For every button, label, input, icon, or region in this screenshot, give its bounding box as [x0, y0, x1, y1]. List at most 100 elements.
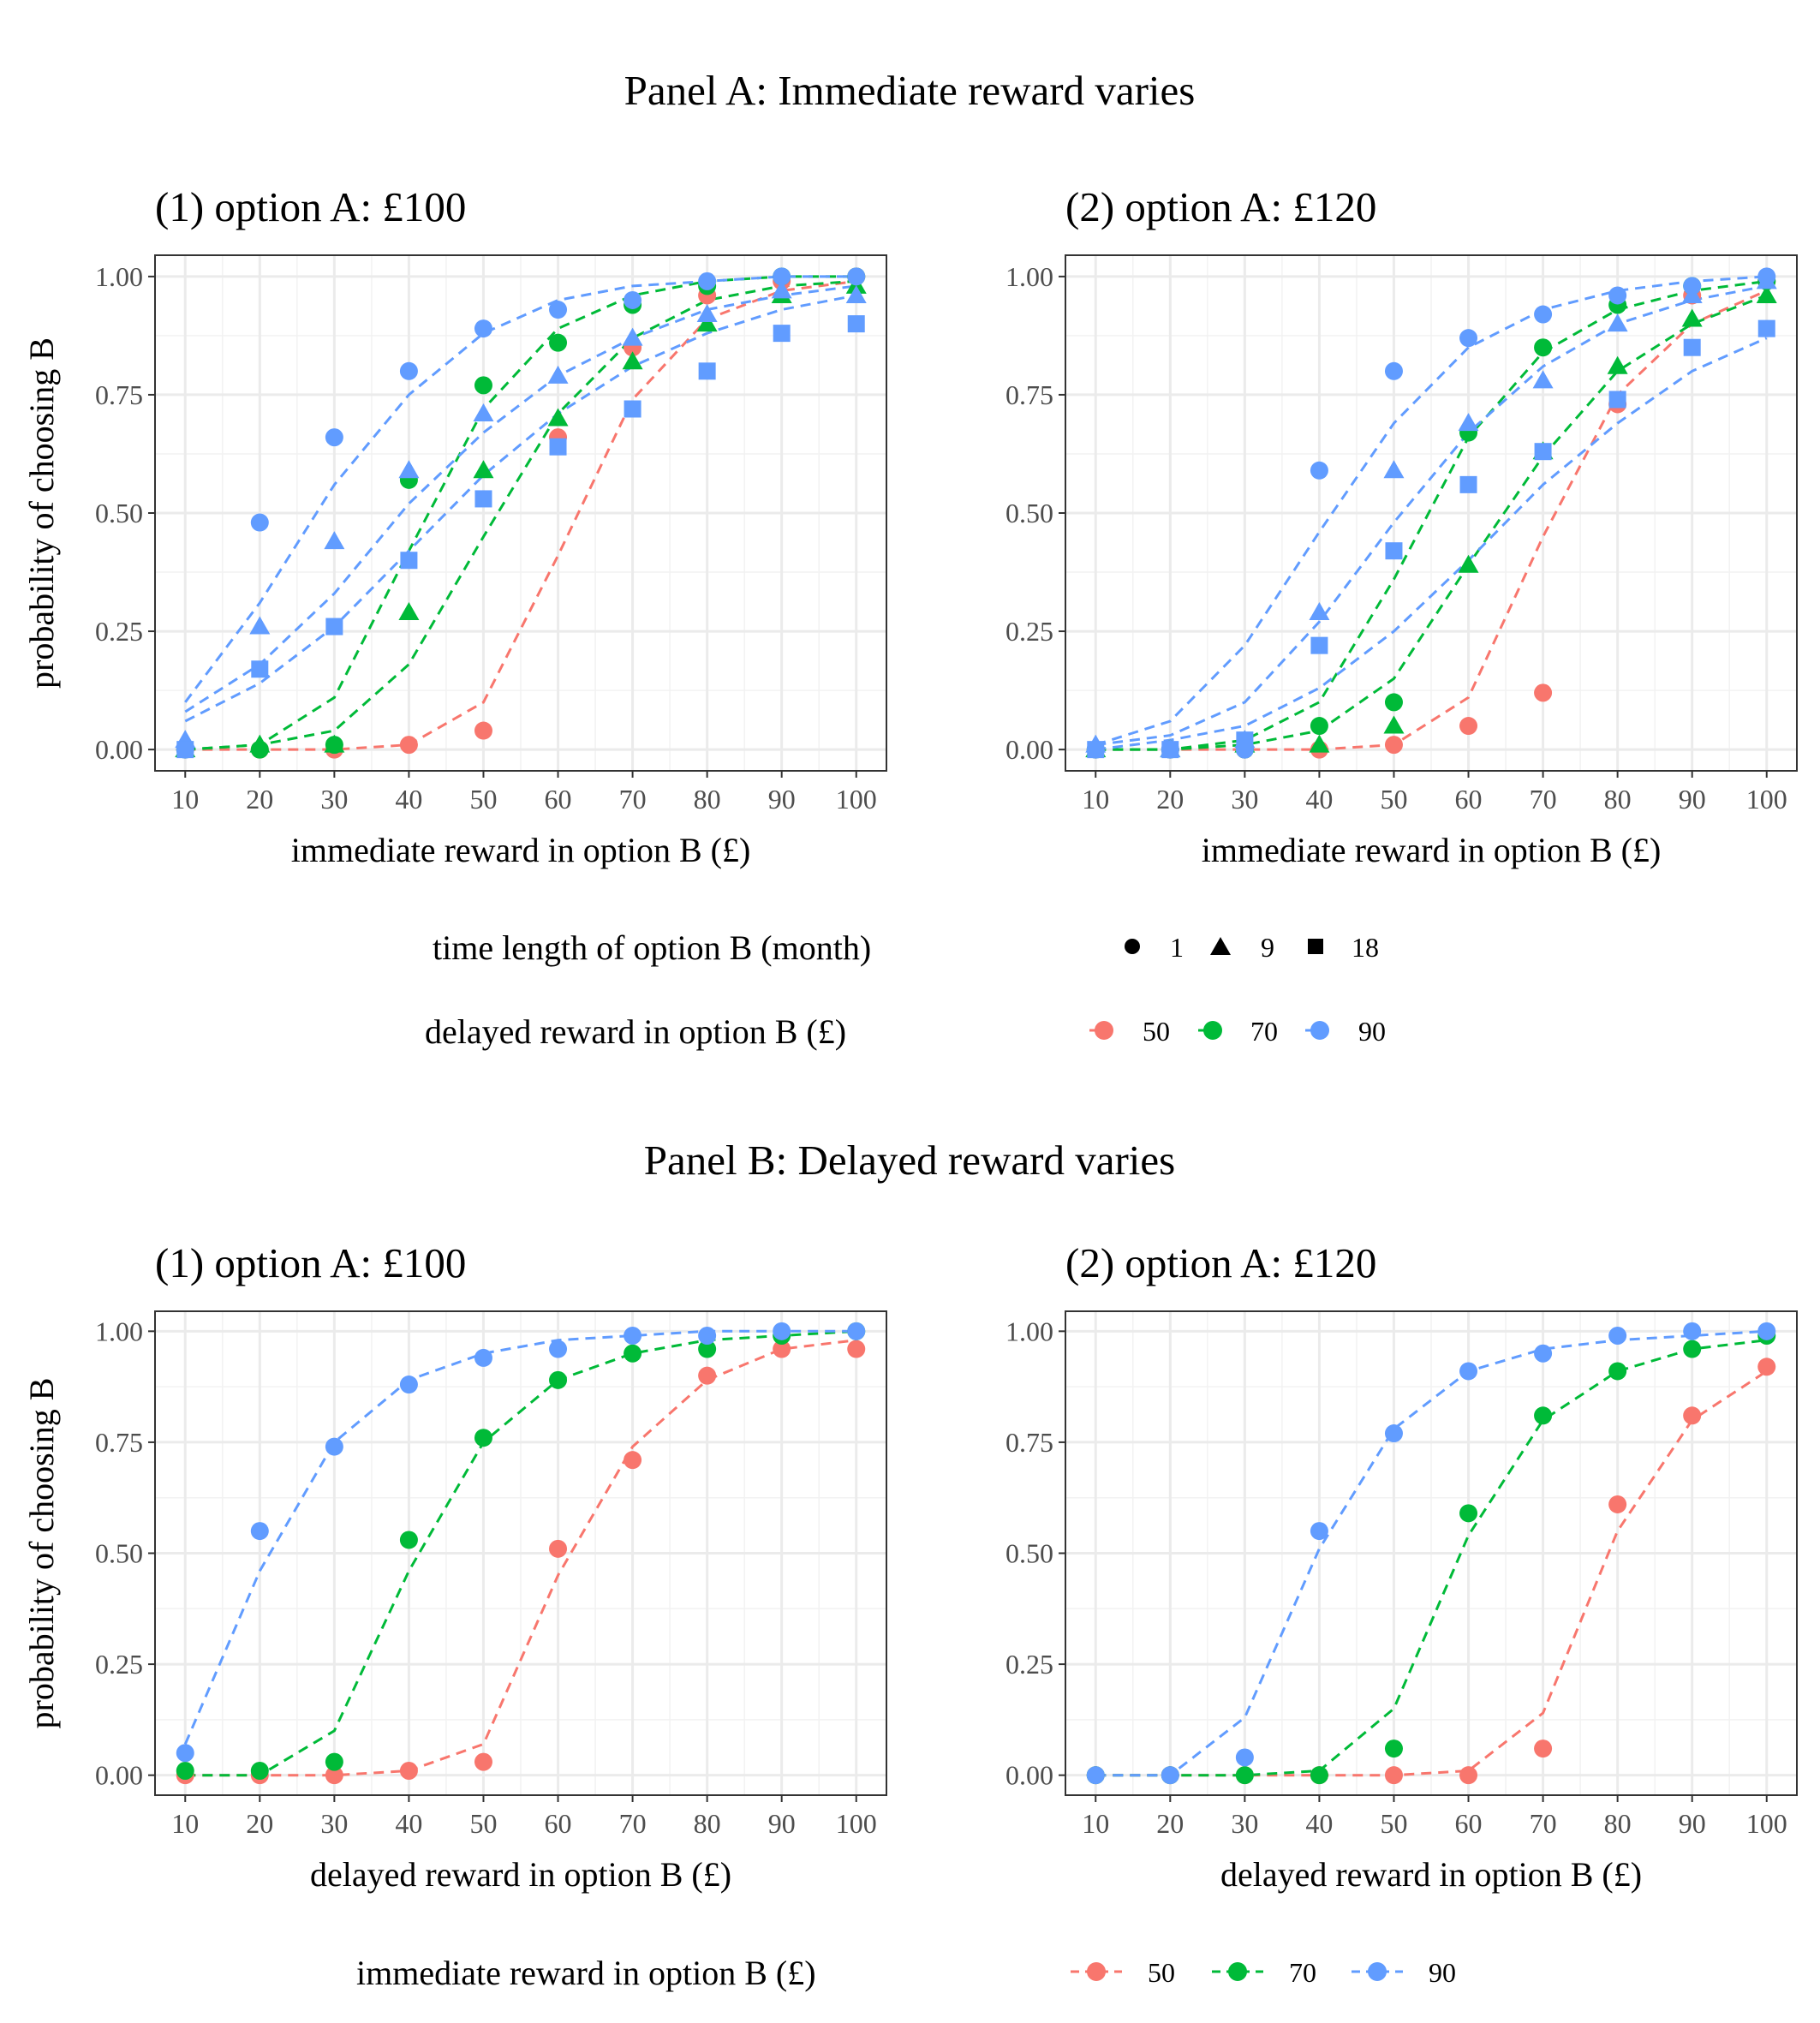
legend-immediate-reward: immediate reward in option B (£) 50 70 9… — [356, 1954, 1456, 1992]
chart-panel-b-option-a-120: (2) option A: £120 10 20 30 40 50 60 70 80 90 100 0… — [1005, 1239, 1798, 1894]
data-point-square — [1161, 741, 1179, 759]
data-point-circle — [1534, 1344, 1553, 1363]
x-tick-label: 50 — [1380, 1808, 1407, 1839]
data-point-circle — [399, 361, 418, 380]
grid — [155, 1311, 886, 1795]
data-point-circle — [847, 1322, 866, 1340]
data-point-triangle — [1756, 271, 1777, 289]
fit-line-50-1 — [1095, 289, 1768, 751]
x-tick-label: 60 — [1455, 1808, 1483, 1839]
data-point-circle — [624, 1451, 642, 1470]
data-point-square — [847, 315, 865, 333]
panel-b-title: Panel B: Delayed reward varies — [644, 1137, 1175, 1184]
data-point-square — [1087, 741, 1105, 759]
plot-border — [154, 254, 887, 772]
data-point-circle — [474, 1429, 492, 1447]
x-tick-label: 70 — [1530, 784, 1557, 815]
y-tick-label: 0.50 — [1005, 498, 1053, 528]
data-point-circle — [1683, 1322, 1702, 1340]
fit-line-90-1 — [1095, 275, 1767, 747]
data-point-square — [1534, 443, 1552, 461]
data-point-circle — [1161, 1766, 1179, 1785]
chart-title: (2) option A: £120 — [1065, 1239, 1376, 1286]
data-point-square — [1608, 391, 1626, 409]
fit-line-90-18 — [1095, 337, 1768, 751]
x-tick-label: 50 — [1380, 784, 1407, 815]
data-point-triangle — [473, 460, 494, 479]
data-point-square — [176, 741, 194, 759]
data-point-square — [549, 438, 567, 456]
fit-line-70-9 — [185, 279, 856, 751]
fit-line-70 — [1095, 1339, 1767, 1777]
data-point-triangle — [1383, 460, 1405, 479]
y-tick-label: 0.50 — [95, 498, 143, 528]
data-point-circle — [698, 272, 717, 290]
data-point-circle — [698, 1327, 717, 1346]
data-point-circle — [1310, 461, 1328, 480]
x-tick-label: 30 — [320, 1808, 348, 1839]
x-tick-label: 40 — [395, 784, 422, 815]
data-point-circle — [624, 1344, 642, 1363]
x-tick-label: 50 — [469, 1808, 497, 1839]
y-tick-label: 0.00 — [95, 1760, 143, 1791]
data-point-circle — [773, 1322, 791, 1340]
data-point-triangle — [696, 304, 718, 323]
data-point-triangle — [1681, 308, 1703, 327]
fit-line-90 — [1095, 1329, 1767, 1777]
data-point-triangle — [1309, 734, 1330, 753]
x-axis-title: delayed reward in option B (£) — [1220, 1855, 1642, 1894]
data-point-circle — [1608, 286, 1627, 305]
data-point-circle — [176, 1744, 194, 1763]
data-point-triangle — [1607, 355, 1628, 374]
data-point-circle — [1235, 1766, 1254, 1785]
y-tick-label: 1.00 — [1005, 261, 1053, 292]
x-tick-label: 60 — [545, 784, 572, 815]
data-point-square — [1459, 475, 1477, 493]
data-point-circle — [399, 736, 418, 755]
data-point-circle — [474, 376, 492, 395]
x-tick-label: 70 — [619, 1808, 647, 1839]
legend-shape-square — [1308, 939, 1323, 954]
data-point-circle — [474, 319, 492, 338]
legend-time-length: time length of option B (month) 1 9 18 — [433, 928, 1379, 967]
data-point-square — [698, 362, 716, 380]
y-tick-label: 0.25 — [95, 1649, 143, 1680]
y-tick-label: 1.00 — [1005, 1316, 1053, 1346]
data-point-triangle — [1458, 554, 1479, 573]
x-tick-label: 100 — [1746, 784, 1787, 815]
x-tick-label: 50 — [469, 784, 497, 815]
chart-title: (1) option A: £100 — [155, 1239, 466, 1286]
y-tick-label: 0.25 — [95, 616, 143, 647]
legend-shape-triangle — [1210, 937, 1231, 955]
y-axis-title: probability of choosing B — [22, 337, 61, 689]
data-point-square — [400, 552, 418, 570]
data-point-triangle — [1607, 313, 1628, 332]
data-point-circle — [325, 1766, 343, 1785]
data-point-circle — [250, 1522, 269, 1541]
data-point-triangle — [324, 531, 345, 550]
data-point-circle — [1310, 1522, 1328, 1541]
data-point-circle — [1384, 1740, 1403, 1758]
legend-delayed-reward: delayed reward in option B (£) 50 70 90 — [425, 1012, 1386, 1051]
data-point-triangle — [398, 601, 420, 620]
legend-time-label-18: 18 — [1352, 932, 1379, 963]
y-tick-label: 0.25 — [1005, 616, 1053, 647]
legend-shape-circle — [1125, 939, 1140, 954]
x-tick-label: 10 — [171, 1808, 199, 1839]
x-tick-label: 30 — [1231, 784, 1258, 815]
fit-line-50 — [185, 1339, 856, 1777]
data-point-circle — [474, 1752, 492, 1771]
x-tick-label: 20 — [246, 784, 273, 815]
x-tick-label: 100 — [1746, 1808, 1787, 1839]
data-point-circle — [1459, 329, 1478, 348]
data-point-triangle — [1458, 413, 1479, 432]
legend-point-50 — [1095, 1021, 1113, 1040]
data-point-square — [1757, 319, 1775, 337]
data-point-circle — [773, 267, 791, 286]
data-point-square — [773, 325, 791, 343]
data-point-square — [325, 618, 343, 636]
grid — [1065, 1311, 1797, 1795]
x-tick-label: 30 — [320, 784, 348, 815]
data-point-circle — [847, 1340, 866, 1358]
data-point-circle — [1086, 1766, 1105, 1785]
